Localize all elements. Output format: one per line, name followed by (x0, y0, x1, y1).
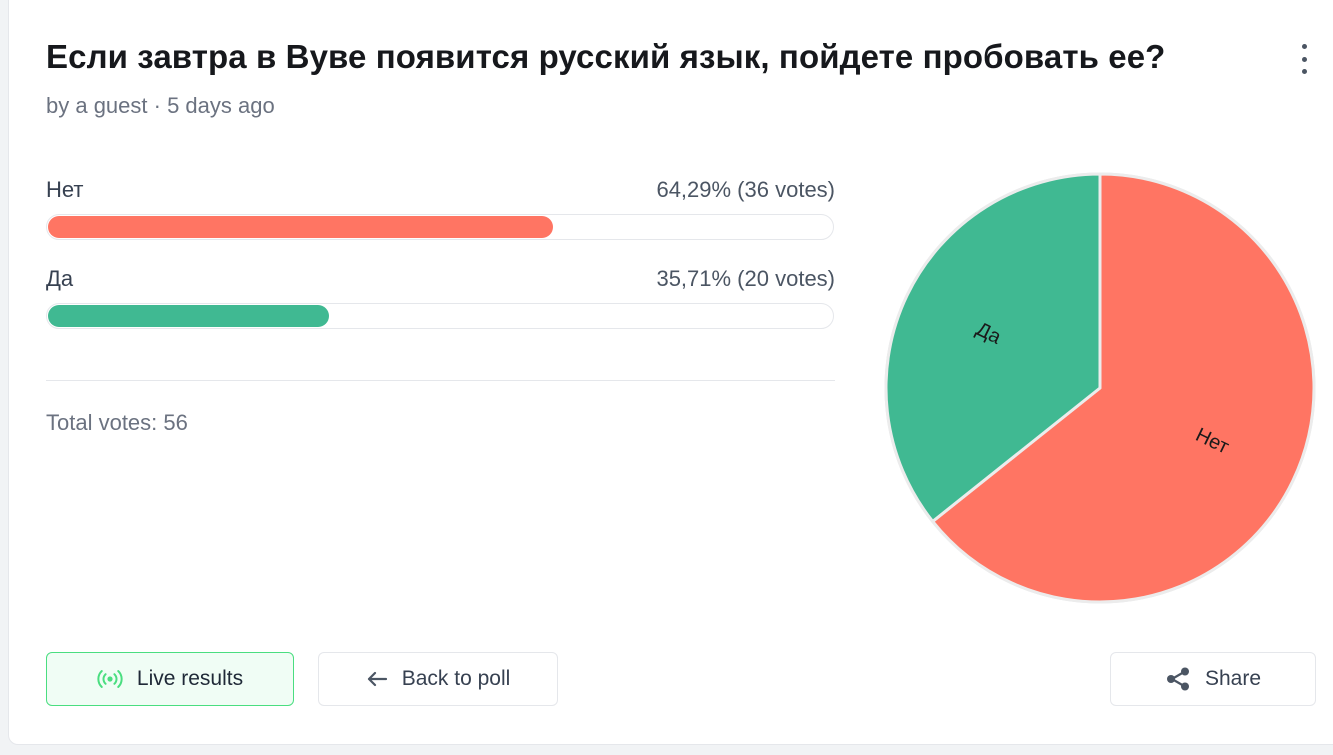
live-results-label: Live results (136, 667, 244, 690)
option-bar-fill-net (48, 216, 554, 238)
live-results-button[interactable]: Live results (46, 652, 294, 706)
pie-slice-0[interactable] (931, 172, 1316, 604)
option-bar-fill-da (48, 305, 329, 327)
total-votes: Total votes: 56 (46, 410, 188, 435)
poll-title: Если завтра в Вуве появится русский язык… (46, 38, 1166, 75)
option-value-net: 64,29% (36 votes) (656, 177, 835, 202)
pie-slice-1[interactable] (884, 172, 1102, 523)
option-bar-track-da (46, 303, 834, 329)
option-value-da: 35,71% (20 votes) (656, 266, 835, 291)
poll-meta: by a guest · 5 days ago (46, 93, 275, 118)
back-to-poll-label: Back to poll (401, 667, 511, 690)
arrow-left-icon (366, 670, 388, 688)
option-label-net: Нет (46, 177, 84, 202)
broadcast-icon (97, 669, 123, 689)
more-options-icon[interactable] (1294, 44, 1314, 74)
share-label: Share (1204, 667, 1262, 690)
divider (46, 380, 835, 381)
share-icon (1165, 666, 1191, 692)
option-label-da: Да (46, 266, 74, 291)
option-bar-track-net (46, 214, 834, 240)
share-button[interactable]: Share (1110, 652, 1316, 706)
back-to-poll-button[interactable]: Back to poll (318, 652, 558, 706)
